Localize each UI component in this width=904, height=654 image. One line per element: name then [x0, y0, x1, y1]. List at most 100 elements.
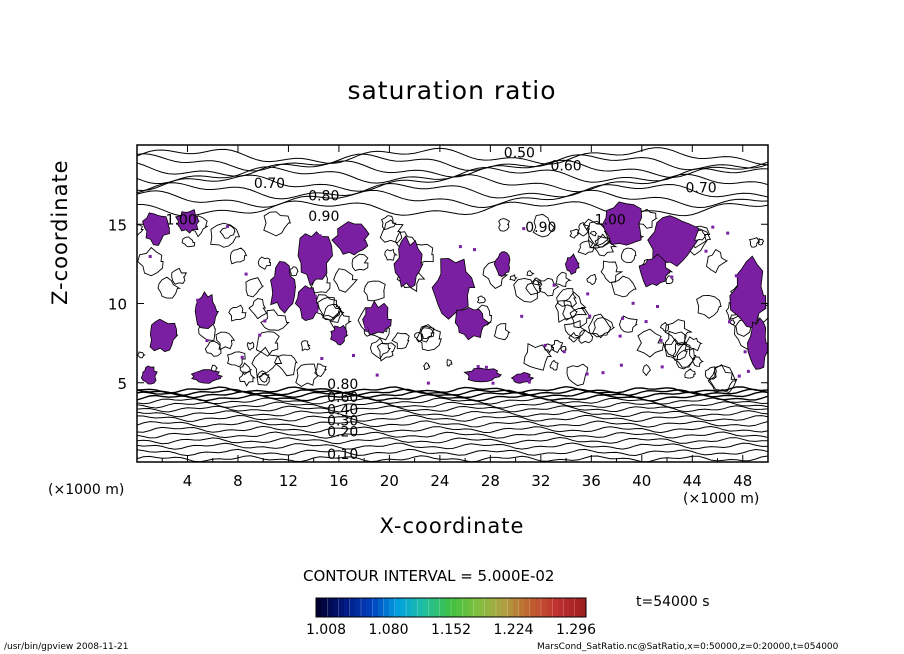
colorbar-cell: [377, 598, 384, 617]
contour-line: [577, 240, 595, 256]
contour-line: [549, 359, 559, 371]
x-tick-label: 4: [183, 472, 193, 490]
contour-line: [476, 295, 487, 304]
colorbar-cell: [383, 598, 390, 617]
contour-value-label: 0.90: [525, 220, 556, 236]
contour-line: [446, 359, 453, 367]
x-tick-label: 24: [430, 472, 449, 490]
supersaturation-cell: [656, 305, 659, 308]
colorbar-cell: [524, 598, 531, 617]
supersaturation-cell: [644, 320, 648, 324]
contour-line: [210, 222, 241, 248]
contour-line: [532, 213, 556, 238]
contour-line: [137, 448, 768, 457]
colorbar-cell: [507, 598, 514, 617]
y-axis-label: Z-coordinate: [48, 159, 72, 305]
time-label: t=54000 s: [636, 594, 710, 610]
contour-line: [246, 341, 255, 351]
supersaturation-cell: [491, 381, 495, 385]
supersaturation-cell: [543, 343, 547, 347]
supersaturation-cell: [726, 231, 730, 235]
contour-line: [295, 363, 320, 388]
supersaturation-cell: [520, 314, 524, 318]
supersaturation-cell: [621, 316, 625, 320]
supersaturation-cell: [704, 249, 708, 253]
contour-line: [757, 237, 765, 246]
contour-line: [137, 173, 768, 193]
colorbar: 1.008 1.080 1.152 1.224 1.296: [306, 597, 596, 638]
supersaturation-region: [602, 201, 643, 246]
colorbar-cell: [316, 598, 322, 617]
contour-line: [351, 253, 369, 272]
colorbar-cell: [361, 598, 367, 617]
contour-line: [568, 331, 580, 343]
contour-line: [422, 362, 431, 370]
colorbar-cell: [456, 598, 463, 617]
contour-line: [314, 363, 327, 378]
colorbar-cell: [535, 598, 542, 617]
x-tick-label: 28: [481, 472, 500, 490]
contour-value-label: 0.80: [327, 377, 358, 393]
supersaturation-region: [175, 209, 200, 234]
contour-line: [379, 219, 404, 244]
colorbar-cell: [406, 598, 412, 617]
footer-command: /usr/bin/gpview 2008-11-21: [4, 642, 129, 652]
supersaturation-cell: [205, 339, 209, 343]
contour-line: [137, 401, 768, 409]
supersaturation-region: [463, 367, 503, 383]
contour-value-label: 0.90: [308, 209, 339, 225]
contour-line: [137, 182, 768, 200]
supersaturation-cell: [318, 263, 322, 267]
contour-value-label: 0.80: [308, 188, 339, 204]
x-tick-label: 16: [329, 472, 348, 490]
supersaturation-cell: [195, 372, 198, 376]
supersaturation-cell: [375, 373, 379, 377]
colorbar-cell: [394, 598, 401, 617]
supersaturation-region: [493, 251, 511, 277]
colorbar-cell: [332, 598, 339, 617]
contour-line: [564, 320, 587, 339]
contour-line: [550, 339, 564, 354]
x-tick-label: 8: [233, 472, 243, 490]
contour-line: [137, 409, 768, 418]
contour-line: [300, 340, 311, 352]
supersaturation-cell: [484, 365, 488, 369]
supersaturation-cell: [476, 365, 480, 369]
contour-line: [493, 323, 511, 341]
supersaturation-cell: [659, 338, 663, 342]
contour-line: [594, 233, 611, 248]
contour-line: [137, 147, 768, 166]
contour-line: [215, 331, 236, 351]
supersaturation-region: [194, 291, 220, 330]
contour-value-label: 1.00: [166, 212, 197, 228]
colorbar-cell: [496, 598, 502, 617]
contour-value-label: 0.40: [327, 402, 358, 418]
contour-line: [137, 431, 768, 439]
supersaturation-cell: [562, 350, 566, 354]
contour-line: [137, 385, 768, 394]
colorbar-cell: [451, 598, 457, 617]
contour-line: [676, 348, 696, 370]
contour-line: [137, 159, 768, 178]
colorbar-cell: [490, 598, 497, 617]
supersaturation-region: [149, 318, 179, 353]
supersaturation-cell: [435, 295, 439, 299]
supersaturation-cell: [522, 227, 526, 231]
contour-line: [523, 342, 552, 371]
supersaturation-region: [362, 300, 392, 336]
contour-line: [707, 365, 737, 394]
colorbar-cell: [541, 598, 547, 617]
colorbar-cell: [512, 598, 519, 617]
supersaturation-shading: [140, 201, 768, 385]
supersaturation-cell: [458, 245, 462, 249]
contour-line: [258, 372, 270, 383]
colorbar-cell: [366, 598, 373, 617]
supersaturation-cell: [313, 294, 317, 298]
contour-line: [274, 354, 298, 377]
contour-line: [532, 277, 542, 286]
colorbar-cell: [473, 598, 480, 617]
contour-line: [591, 317, 616, 338]
supersaturation-region: [564, 253, 580, 275]
contour-line: [578, 329, 594, 344]
colorbar-cell: [569, 598, 576, 617]
